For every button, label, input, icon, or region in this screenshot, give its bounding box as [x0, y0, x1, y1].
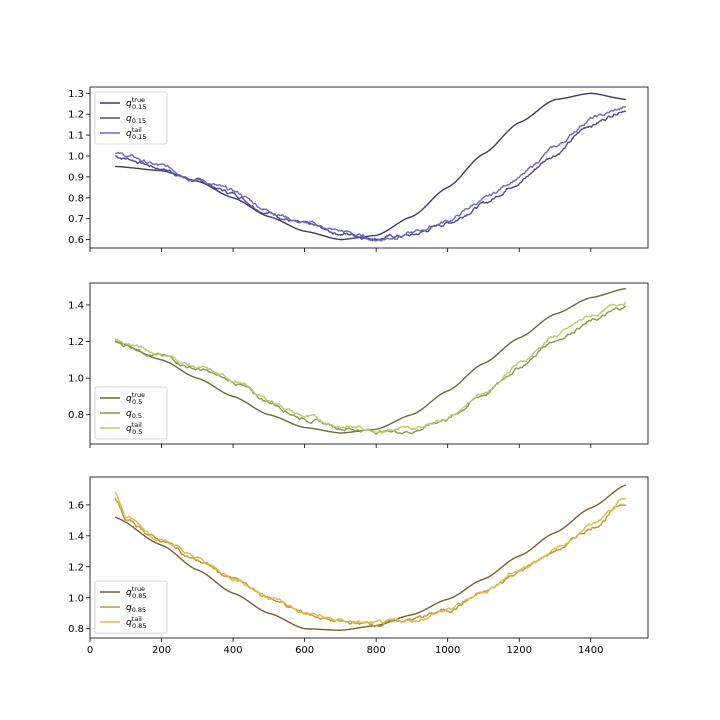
legend-box	[94, 91, 168, 145]
x-tick-label: 200	[152, 645, 171, 656]
y-tick-label: 1.4	[68, 300, 84, 311]
y-tick-label: 1.2	[68, 337, 84, 348]
y-tick-label: 1.2	[68, 562, 84, 573]
x-tick-label: 1400	[578, 645, 603, 656]
axes-frame-2	[89, 282, 649, 445]
y-tick-label: 1.0	[68, 152, 84, 163]
x-tick-label: 400	[224, 645, 243, 656]
series-line-q_tail-1	[114, 105, 626, 242]
legend-label-q_tail: qtail 0.15	[126, 126, 146, 141]
series-line-q_true-2	[114, 287, 626, 434]
y-tick-label: 1.3	[68, 89, 84, 100]
x-tick-label: 0	[87, 645, 93, 656]
axes-frame-1	[89, 86, 649, 249]
y-tick-label: 1.1	[68, 131, 84, 142]
legend-label-q_true: qtrue 0.85	[126, 585, 146, 600]
series-line-q_tail-3	[114, 491, 626, 625]
panel-3: 0.8 1.0 1.2 1.4 1.6 0 200 400 600 800 1000 1200 1400…	[68, 476, 649, 656]
legend-label-q_true: qtrue 0.5	[126, 391, 145, 406]
y-tick-label: 0.8	[68, 624, 84, 635]
y-tick-label: 0.8	[68, 410, 84, 421]
x-tick-label: 1000	[435, 645, 460, 656]
x-tick-label: 800	[367, 645, 386, 656]
legend-label-q_true: qtrue 0.15	[126, 96, 146, 111]
y-tick-label: 1.4	[68, 531, 84, 542]
y-tick-label: 1.2	[68, 110, 84, 121]
y-tick-label: 0.6	[68, 235, 84, 246]
y-tick-label: 1.0	[68, 593, 84, 604]
legend-box	[94, 386, 168, 440]
axes-frame-3	[89, 476, 649, 639]
x-tick-label: 600	[295, 645, 314, 656]
series-line-q_tail-2	[114, 301, 627, 434]
legend-label-q: q0.5	[126, 409, 142, 420]
series-line-q-3	[114, 497, 627, 628]
legend-box	[94, 580, 168, 634]
y-tick-label: 0.7	[68, 214, 84, 225]
panel-1: 0.6 0.7 0.8 0.9 1.0 1.1 1.2 1.3 qtrue 0.15 q0.15qt…	[68, 86, 649, 252]
series-line-q-2	[114, 305, 627, 435]
series-line-q-1	[115, 110, 627, 242]
x-tick-label: 1200	[507, 645, 532, 656]
legend-label-q: q0.85	[126, 603, 146, 614]
legend-label-q_tail: qtail 0.85	[126, 615, 146, 630]
series-line-q_true-3	[114, 484, 627, 631]
y-tick-label: 0.8	[68, 193, 84, 204]
y-tick-label: 0.9	[68, 172, 84, 183]
legend-label-q: q0.15	[126, 114, 146, 125]
y-tick-label: 1.0	[68, 374, 84, 385]
y-tick-label: 1.6	[68, 500, 84, 511]
legend-label-q_tail: qtail 0.5	[126, 421, 142, 436]
series-line-q_true-1	[115, 92, 626, 241]
